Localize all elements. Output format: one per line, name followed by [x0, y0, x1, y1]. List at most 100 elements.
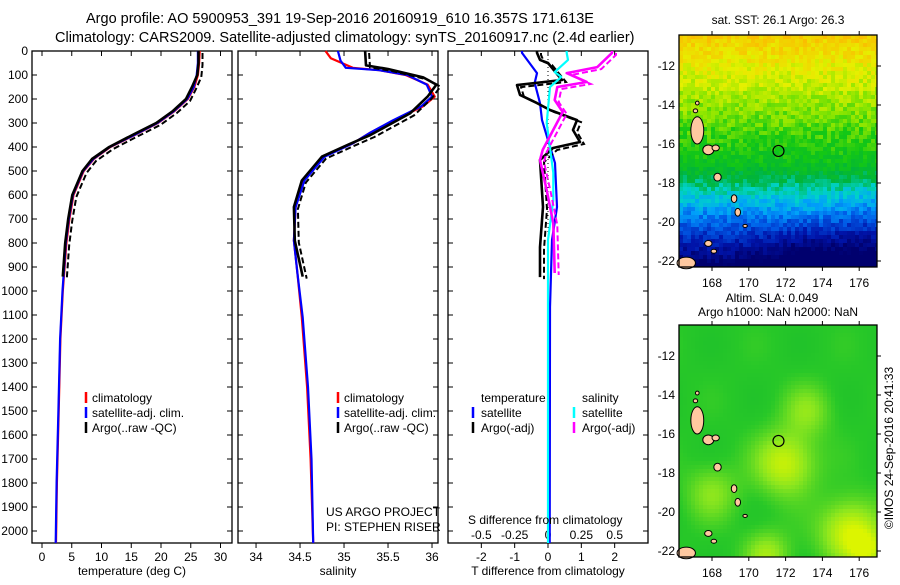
map-cell [827, 199, 831, 203]
map-cell [747, 421, 751, 425]
map-cell [847, 433, 851, 437]
map-cell [683, 119, 687, 123]
map-cell [803, 413, 807, 417]
map-cell [715, 231, 719, 235]
depth-tick-label: 300 [8, 116, 28, 130]
map-cell [755, 139, 759, 143]
map-cell [779, 409, 783, 413]
legend-label: satellite-adj. clim. [344, 406, 436, 420]
map-cell [843, 151, 847, 155]
sla-map-title: Altim. SLA: 0.049 [726, 291, 819, 305]
map-cell [699, 397, 703, 401]
map-cell [803, 393, 807, 397]
map-cell [755, 171, 759, 175]
map-cell [703, 107, 707, 111]
map-cell [835, 159, 839, 163]
map-cell [727, 255, 731, 259]
map-cell [759, 147, 763, 151]
map-cell [719, 187, 723, 191]
map-cell [719, 457, 723, 461]
map-cell [823, 425, 827, 429]
map-cell [755, 75, 759, 79]
map-cell [807, 207, 811, 211]
map-cell [743, 39, 747, 43]
map-cell [803, 83, 807, 87]
map-cell [683, 441, 687, 445]
map-cell [859, 361, 863, 365]
map-cell [687, 63, 691, 67]
map-cell [843, 215, 847, 219]
map-cell [855, 465, 859, 469]
map-cell [855, 397, 859, 401]
map-cell [835, 429, 839, 433]
map-cell [767, 179, 771, 183]
map-cell [695, 199, 699, 203]
map-cell [787, 71, 791, 75]
map-cell [807, 329, 811, 333]
map-cell [835, 457, 839, 461]
map-cell [819, 457, 823, 461]
map-cell [839, 47, 843, 51]
map-cell [743, 191, 747, 195]
map-cell [771, 389, 775, 393]
map-cell [779, 183, 783, 187]
map-cell [751, 429, 755, 433]
map-cell [787, 83, 791, 87]
map-cell [859, 135, 863, 139]
map-cell [791, 417, 795, 421]
map-cell [731, 373, 735, 377]
map-cell [751, 171, 755, 175]
map-cell [731, 357, 735, 361]
map-cell [819, 123, 823, 127]
map-cell [715, 223, 719, 227]
map-cell [703, 333, 707, 337]
map-cell [815, 95, 819, 99]
map-cell [695, 235, 699, 239]
map-cell [843, 127, 847, 131]
map-cell [871, 219, 875, 223]
map-cell [847, 215, 851, 219]
map-cell [811, 59, 815, 63]
map-cell [687, 143, 691, 147]
map-cell [711, 377, 715, 381]
map-cell [859, 151, 863, 155]
map-cell [751, 159, 755, 163]
map-cell [743, 71, 747, 75]
map-cell [835, 123, 839, 127]
map-cell [811, 167, 815, 171]
map-cell [811, 195, 815, 199]
map-cell [699, 385, 703, 389]
map-cell [803, 247, 807, 251]
map-cell [859, 393, 863, 397]
map-cell [715, 429, 719, 433]
map-cell [783, 235, 787, 239]
map-cell [767, 43, 771, 47]
map-cell [855, 55, 859, 59]
map-cell [707, 413, 711, 417]
map-cell [855, 401, 859, 405]
map-cell [775, 235, 779, 239]
map-cell [695, 385, 699, 389]
map-cell [855, 207, 859, 211]
map-cell [747, 127, 751, 131]
map-cell [871, 135, 875, 139]
map-cell [775, 377, 779, 381]
map-cell [803, 59, 807, 63]
map-cell [739, 59, 743, 63]
map-cell [827, 187, 831, 191]
temperature-axis-label: temperature (deg C) [78, 564, 186, 578]
map-cell [831, 397, 835, 401]
map-cell [831, 103, 835, 107]
map-cell [747, 211, 751, 215]
map-cell [871, 449, 875, 453]
map-cell [759, 465, 763, 469]
map-cell [743, 51, 747, 55]
map-cell [715, 369, 719, 373]
map-cell [823, 413, 827, 417]
map-cell [851, 333, 855, 337]
map-cell [843, 183, 847, 187]
map-cell [851, 409, 855, 413]
map-cell [811, 75, 815, 79]
map-cell [783, 357, 787, 361]
map-cell [695, 453, 699, 457]
